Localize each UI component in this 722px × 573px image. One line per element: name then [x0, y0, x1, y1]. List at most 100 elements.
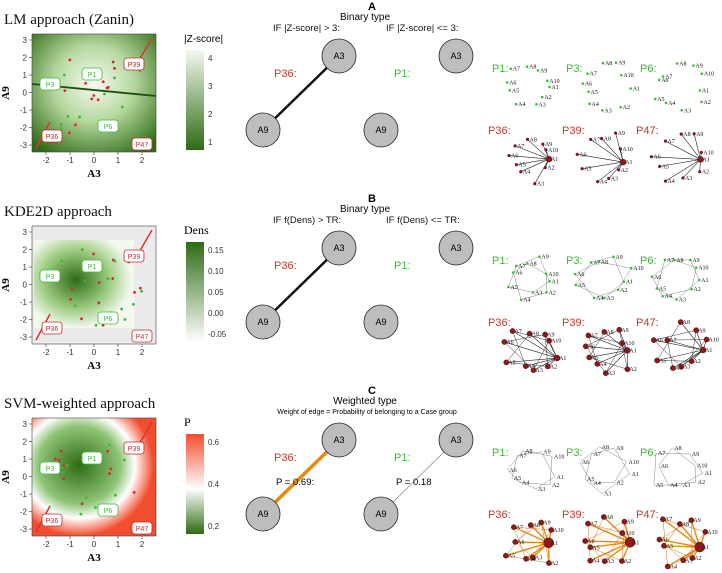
network-edge	[517, 451, 542, 456]
network-node-label: A9	[696, 132, 703, 138]
network-node-label: A5	[508, 554, 515, 560]
legend-tick-label: 0.4	[208, 480, 220, 489]
network-edge	[532, 281, 550, 293]
x-tick-label: 2	[140, 348, 145, 357]
network-node	[693, 327, 699, 334]
scatter-point	[94, 323, 98, 327]
network-edge	[680, 321, 704, 351]
network-edge	[513, 272, 522, 300]
network-node	[509, 67, 512, 70]
network-node	[698, 89, 702, 92]
y-tick-label: -2	[20, 316, 28, 325]
network-edge	[665, 140, 701, 160]
network-edge	[521, 292, 547, 300]
network-node-label: A2	[704, 100, 711, 106]
y-tick-label: 3	[23, 420, 28, 429]
x-tick-label: -1	[66, 540, 74, 549]
network-node-label: A1	[557, 475, 564, 481]
control-label: P1:	[394, 68, 411, 80]
scatter-point	[59, 449, 63, 453]
network-node	[519, 298, 523, 301]
scatter-point	[68, 58, 72, 62]
point-label: P39	[128, 62, 141, 69]
network-control-label: P3:	[566, 255, 583, 267]
network-node-label: A3	[611, 176, 618, 182]
network-node-label: A7	[518, 264, 525, 270]
network-node	[546, 337, 552, 344]
network-node-label: A5	[584, 167, 591, 173]
node-a3	[321, 422, 357, 458]
network-case-label: P36:	[488, 509, 511, 521]
node-a3	[438, 38, 474, 74]
network-node-label: A8	[682, 522, 689, 528]
network-edge	[507, 450, 524, 471]
network-node-label: A5	[662, 164, 669, 170]
network-node-label: A4	[665, 294, 672, 300]
network-edge	[590, 547, 622, 562]
network-node-label: A3	[536, 368, 543, 374]
point-label: P39	[128, 254, 141, 261]
network-node	[700, 72, 704, 76]
network-node-label: A6	[509, 80, 516, 86]
network-node	[700, 100, 703, 104]
y-tick-label: 2	[23, 54, 28, 63]
point-label-box	[97, 119, 119, 133]
network-node-label: A10	[624, 531, 634, 537]
network-node-label: A1	[551, 541, 558, 547]
network-node-label: A2	[693, 359, 700, 365]
network-node	[530, 554, 536, 561]
network-node-label: A7	[590, 333, 597, 339]
network-node-label: A1	[702, 89, 709, 95]
x-tick-label: 1	[116, 540, 121, 549]
network-node	[614, 61, 618, 65]
scatter-point	[62, 477, 66, 481]
network-node	[617, 168, 621, 172]
scatter-point	[84, 496, 88, 500]
legend-title: |Z-score|	[184, 34, 223, 45]
network-edge	[604, 541, 631, 562]
network-edge	[665, 159, 701, 182]
network-node-label: A7	[665, 517, 672, 523]
network-edge	[658, 447, 673, 466]
legend-tick-label: 2	[208, 110, 213, 119]
network-node	[573, 272, 577, 276]
network-node-label: A9	[543, 520, 550, 526]
scatter-point	[113, 493, 117, 497]
y-tick-label: -3	[20, 525, 28, 534]
network-node-label: A9	[545, 142, 552, 148]
legend-tick-label: 0.10	[208, 267, 224, 276]
network-node	[703, 336, 710, 343]
network-node	[688, 517, 695, 523]
node-a3	[321, 38, 357, 74]
network-node-label: A5	[592, 545, 599, 551]
network-edge	[512, 330, 558, 359]
network-edge	[585, 345, 628, 351]
point-label-box	[123, 57, 145, 71]
network-node-label: A8	[605, 61, 612, 67]
scheme-title: Weighted type	[333, 396, 397, 407]
network-node	[670, 365, 676, 371]
network-edge	[659, 538, 700, 548]
point-label-box	[41, 513, 63, 527]
network-node	[601, 109, 604, 112]
y-tick-label: -2	[20, 508, 28, 517]
network-node	[574, 283, 578, 287]
network-node	[513, 144, 517, 148]
network-node	[511, 524, 517, 530]
network-node-label: A1	[551, 157, 558, 163]
network-node	[689, 555, 696, 561]
scatter-point	[107, 472, 111, 476]
network-node-label: A2	[547, 166, 554, 172]
network-edge	[667, 339, 704, 351]
network-node	[657, 78, 661, 82]
node-label: A3	[450, 435, 461, 445]
network-node-label: A10	[697, 464, 707, 470]
network-node-label: A2	[616, 480, 623, 486]
network-edge	[544, 334, 549, 367]
network-edge	[667, 340, 674, 369]
network-edge	[513, 263, 528, 273]
